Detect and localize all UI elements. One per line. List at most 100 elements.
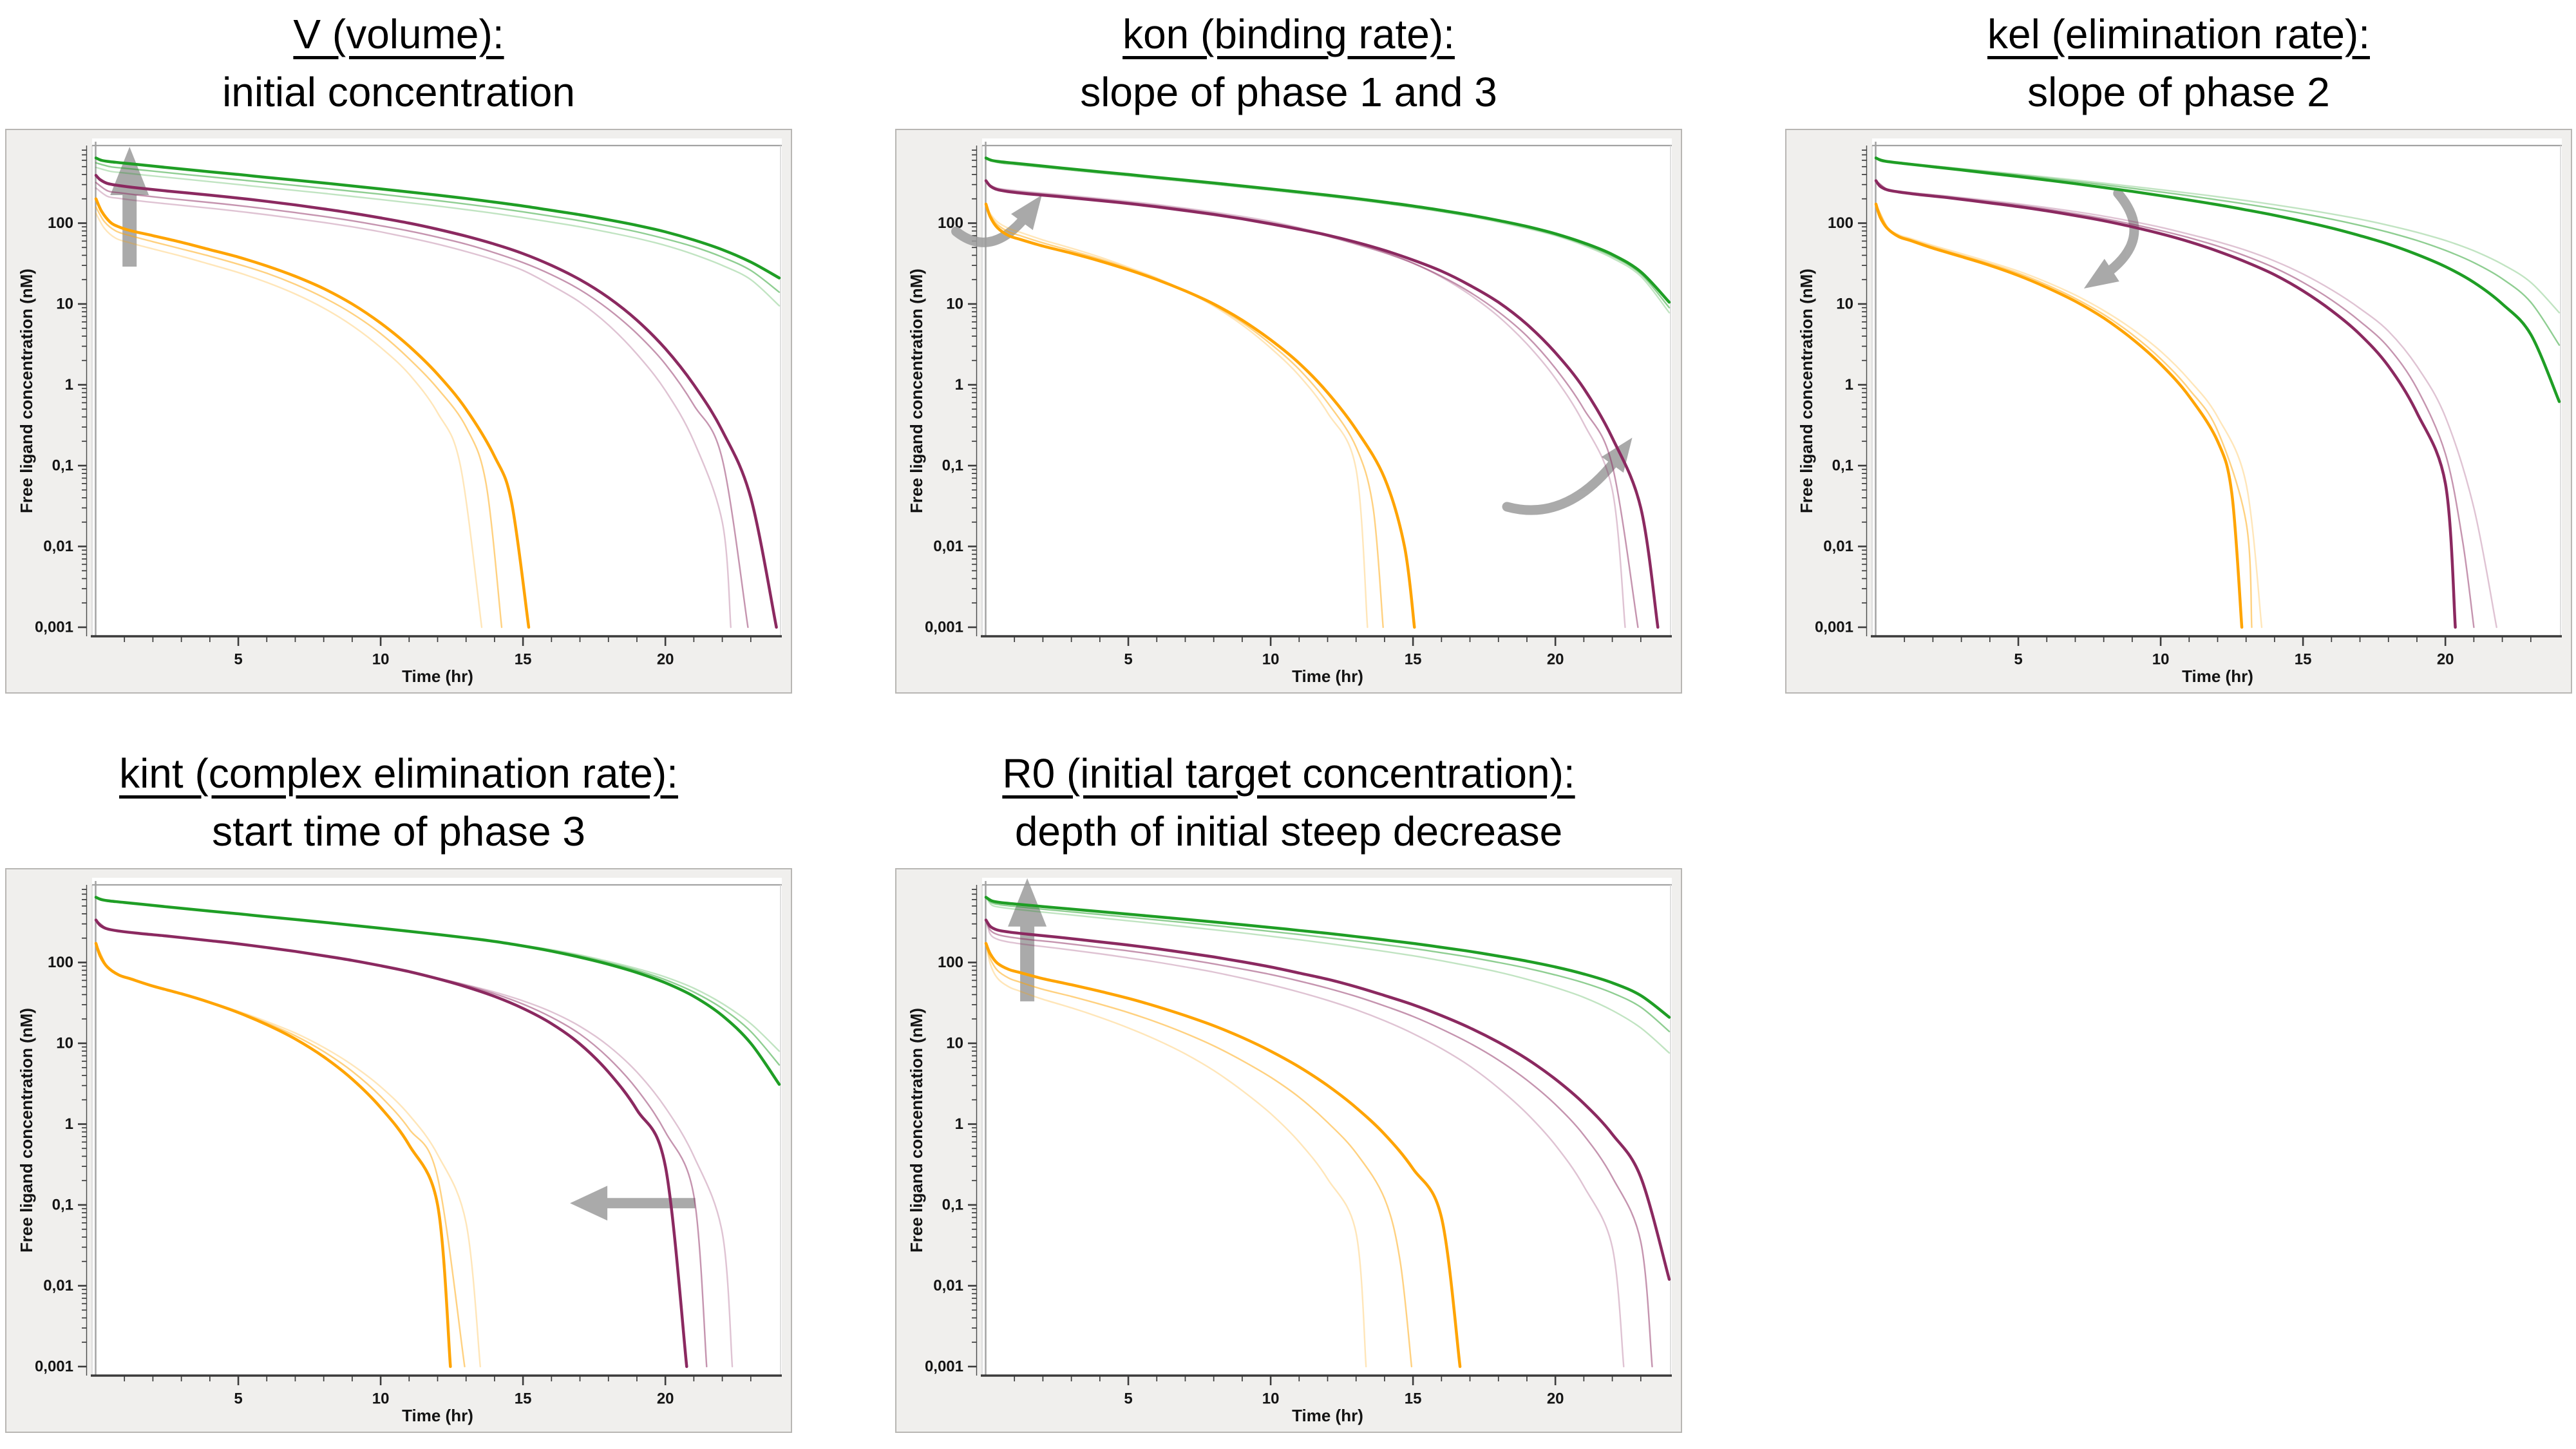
x-tick-label: 10 [1262, 1390, 1280, 1408]
plot-area [982, 138, 1672, 636]
curve-maroon-faint [95, 187, 732, 629]
y-axis-title: Free ligand concentration (nM) [17, 269, 36, 513]
curve-maroon-light [985, 919, 1653, 1368]
chart-svg-r0: 100 10 1 0,1 0,01 0,001 Free ligand concentrat… [907, 878, 1672, 1425]
curve-green-faint [95, 166, 781, 307]
x-tick-label: 20 [657, 1390, 674, 1408]
chart-title: kel (elimination rate): slope of phase 2 [1785, 4, 2572, 129]
panel-r0-initial-target-concentration: R0 (initial target concentration): depth… [895, 743, 1682, 1433]
curves [94, 156, 781, 629]
y-tick-label: 0,001 [1815, 619, 1853, 636]
x-tick-label: 5 [1124, 1390, 1132, 1408]
chart-kon-binding-rate: 100 10 1 0,1 0,01 0,001 Free ligand concentrat… [895, 129, 1682, 694]
y-tick-label: 0,01 [933, 538, 963, 555]
chart-title-parameter: kon (binding rate): [1122, 11, 1455, 57]
x-tick-label: 15 [515, 651, 532, 668]
curve-orange-faint [985, 203, 1368, 629]
curve-orange-bold [1874, 202, 2244, 629]
x-axis-title: Time (hr) [1292, 667, 1363, 686]
plot-area [982, 878, 1672, 1376]
y-axis-title: Free ligand concentration (nM) [17, 1008, 36, 1253]
curves [984, 896, 1671, 1368]
x-axis-title: Time (hr) [1292, 1406, 1363, 1425]
y-tick-label: 0,01 [933, 1277, 963, 1294]
x-tick-label: 20 [1547, 1390, 1564, 1408]
panel-v-volume: V (volume): initial concentration 100 10 1… [5, 4, 792, 694]
y-tick-label: 1 [955, 1115, 963, 1133]
chart-title: V (volume): initial concentration [5, 4, 792, 129]
curve-maroon-bold [1874, 179, 2457, 629]
x-tick-label: 10 [372, 1390, 390, 1408]
curve-green-bold [94, 896, 781, 1086]
x-tick-label: 5 [234, 1390, 242, 1408]
y-tick-label: 0,1 [52, 457, 73, 475]
plot-area [1872, 138, 2562, 636]
chart-svg-v: 100 10 1 0,1 0,01 0,001 Free ligand concentrat… [17, 138, 782, 686]
y-tick-label: 1 [65, 1115, 73, 1133]
curve-green-bold [984, 896, 1671, 1019]
annotation-arrows [110, 147, 149, 267]
y-tick-label: 100 [48, 214, 73, 232]
chart-title: kint (complex elimination rate): start t… [5, 743, 792, 868]
y-tick-label: 1 [955, 376, 963, 393]
panel-kint-complex-elimination-rate: kint (complex elimination rate): start t… [5, 743, 792, 1433]
curve-orange-light [985, 942, 1413, 1368]
curve-orange-bold [94, 942, 452, 1368]
x-tick-label: 15 [515, 1390, 532, 1408]
curves [94, 896, 781, 1368]
y-tick-label: 10 [1836, 296, 1853, 313]
y-tick-label: 0,001 [925, 1358, 963, 1376]
y-axis-title: Free ligand concentration (nM) [907, 269, 926, 513]
y-tick-label: 0,1 [942, 457, 963, 475]
curve-orange-bold [984, 942, 1462, 1368]
curve-maroon-bold [984, 918, 1671, 1281]
annotation-arrows [570, 1186, 696, 1221]
y-tick-label: 0,1 [1832, 457, 1853, 475]
y-tick-label: 10 [946, 1035, 963, 1052]
y-tick-label: 0,001 [35, 1358, 73, 1376]
curve-orange-faint [95, 213, 483, 629]
x-axis-title: Time (hr) [2182, 667, 2253, 686]
curved-arrow-head-icon [2083, 258, 2119, 289]
y-tick-label: 10 [56, 296, 73, 313]
y-tick-label: 1 [65, 376, 73, 393]
x-tick-label: 5 [2014, 651, 2022, 668]
y-tick-label: 0,01 [43, 538, 73, 555]
x-tick-label: 5 [234, 651, 242, 668]
y-tick-label: 0,1 [942, 1197, 963, 1214]
x-axis-title: Time (hr) [402, 1406, 473, 1425]
curve-orange-faint [985, 942, 1367, 1368]
arrow-up-icon [110, 147, 149, 267]
chart-title-parameter: V (volume): [293, 11, 504, 57]
x-tick-label: 20 [2437, 651, 2454, 668]
chart-title-parameter: R0 (initial target concentration): [1002, 750, 1575, 797]
x-tick-label: 15 [2295, 651, 2312, 668]
curve-maroon-bold [984, 179, 1660, 629]
x-tick-label: 10 [372, 651, 390, 668]
plot-area [92, 878, 782, 1376]
arrow-left-icon [570, 1186, 696, 1221]
curve-green-faint [985, 896, 1671, 1054]
x-tick-label: 15 [1405, 651, 1422, 668]
chart-title-effect: depth of initial steep decrease [1014, 808, 1563, 855]
y-axis-title: Free ligand concentration (nM) [1797, 269, 1816, 513]
y-tick-label: 10 [946, 296, 963, 313]
curve-green-bold [1874, 156, 2561, 403]
chart-title-parameter: kel (elimination rate): [1987, 11, 2370, 57]
curve-green-bold [94, 156, 781, 279]
chart-svg-kint: 100 10 1 0,1 0,01 0,001 Free ligand concentrat… [17, 878, 782, 1425]
y-tick-label: 100 [1828, 214, 1853, 232]
curve-maroon-light [95, 182, 749, 629]
chart-title: R0 (initial target concentration): depth… [895, 743, 1682, 868]
x-tick-label: 10 [2152, 651, 2170, 668]
y-tick-label: 100 [938, 954, 963, 971]
x-tick-label: 15 [1405, 1390, 1422, 1408]
y-axis-title: Free ligand concentration (nM) [907, 1008, 926, 1253]
curve-orange-bold [94, 197, 531, 629]
y-tick-label: 10 [56, 1035, 73, 1052]
annotation-arrows [2083, 188, 2139, 289]
curve-green-light [95, 162, 781, 293]
x-tick-label: 5 [1124, 651, 1132, 668]
curve-green-bold [984, 156, 1671, 304]
